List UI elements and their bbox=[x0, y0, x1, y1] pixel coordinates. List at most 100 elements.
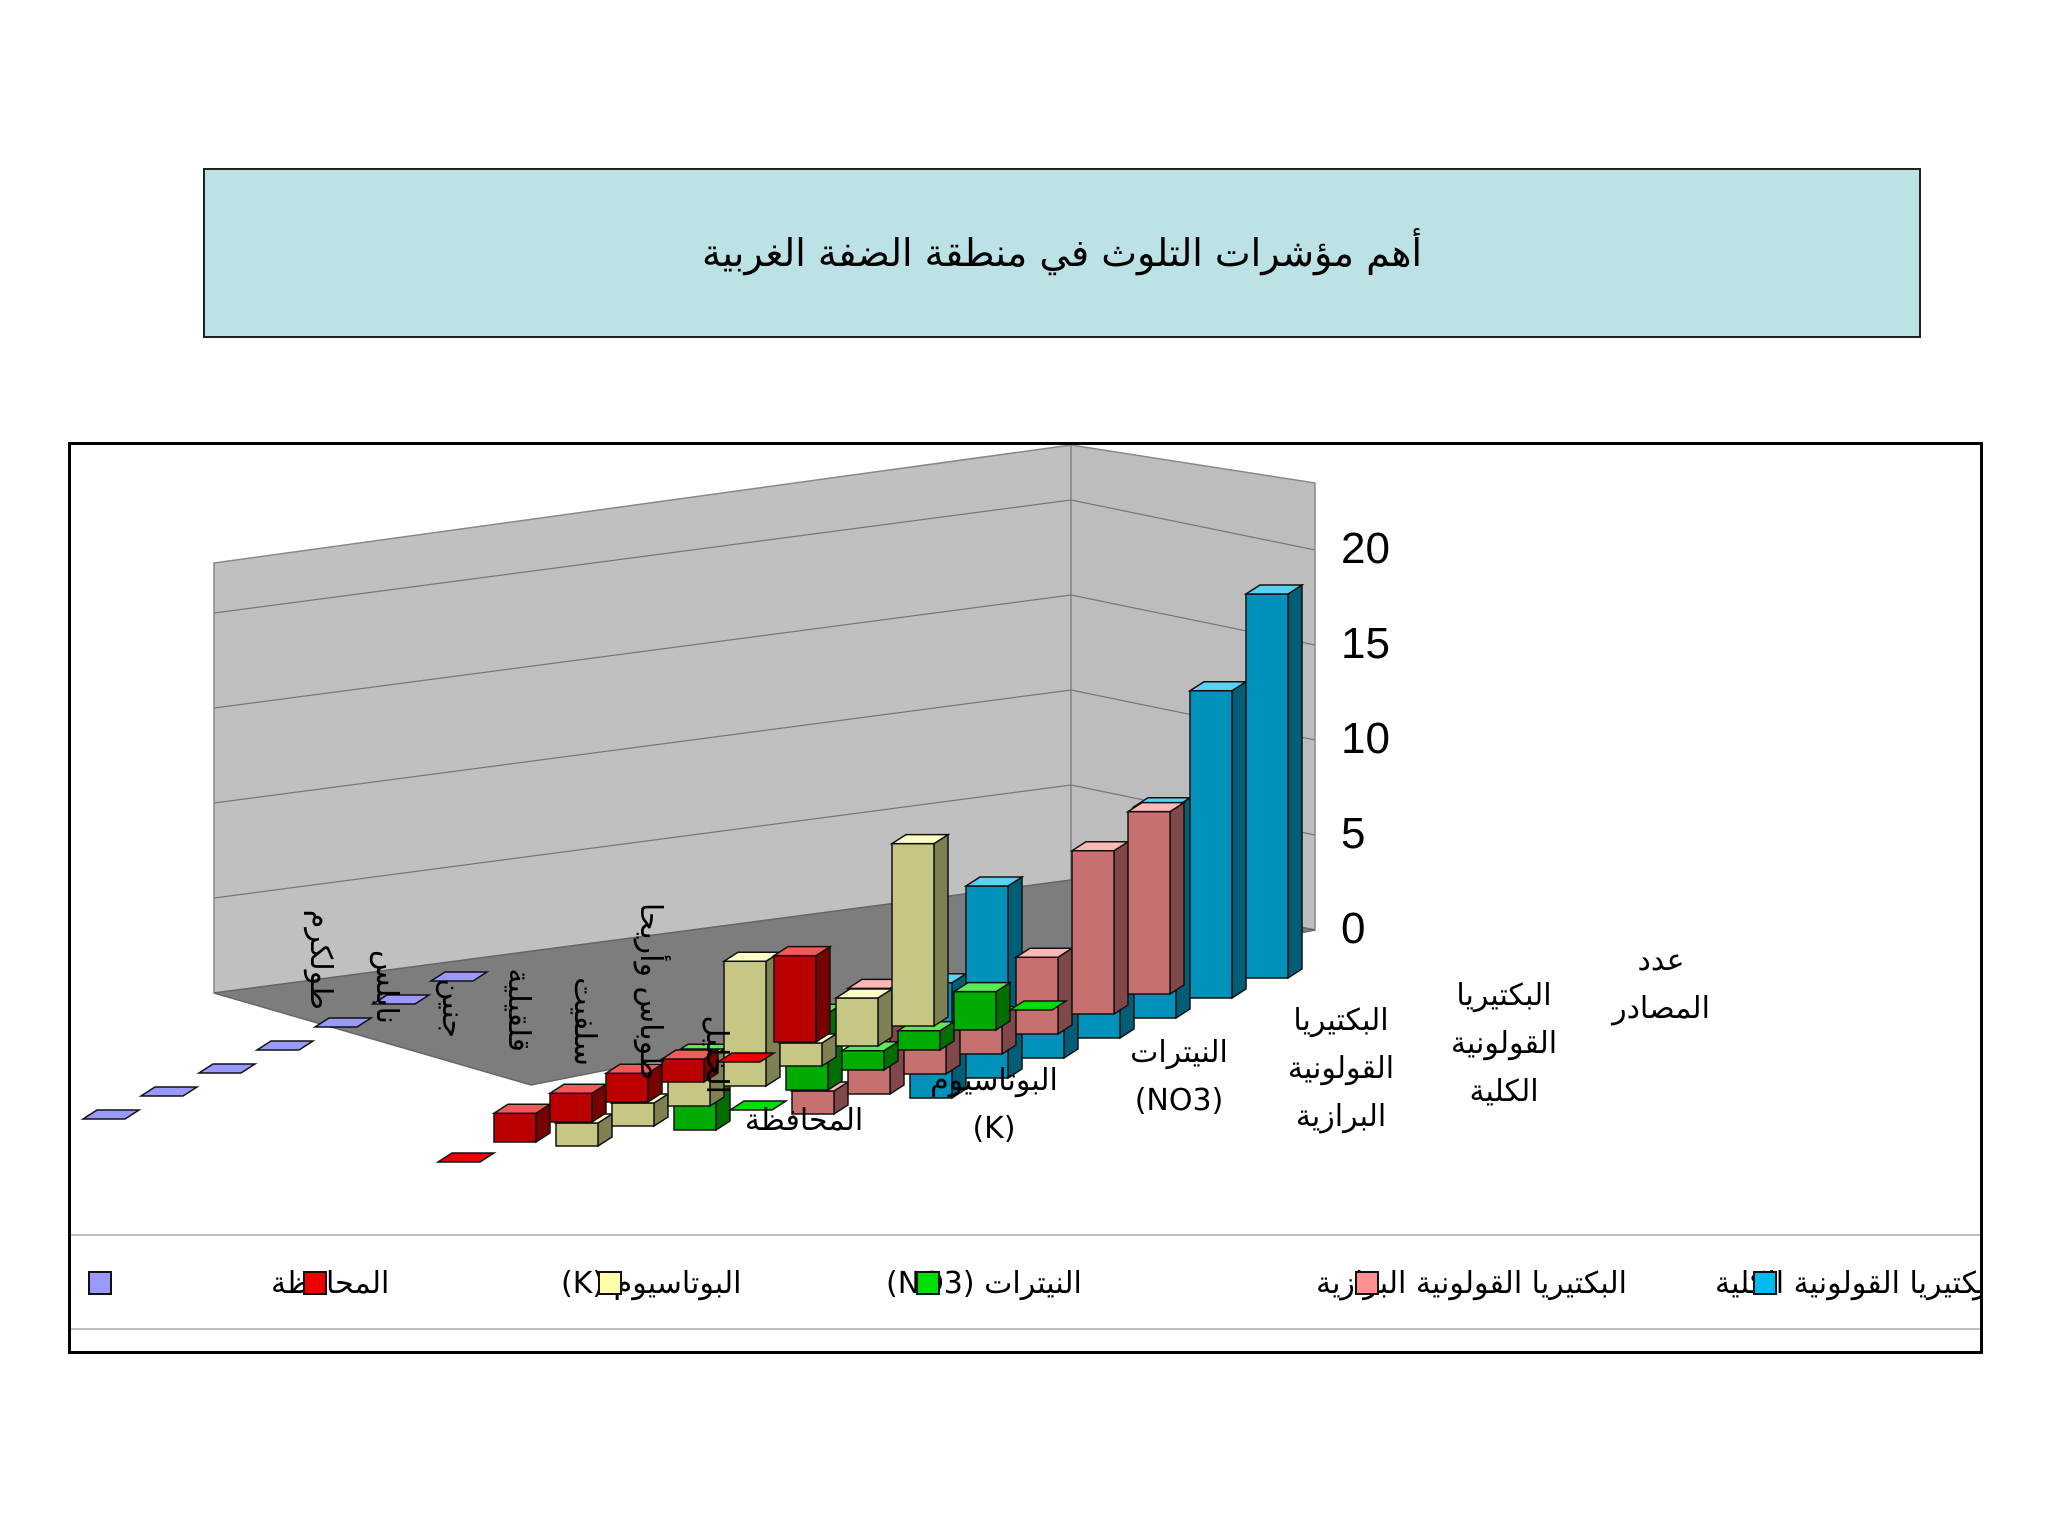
bar-front bbox=[493, 1112, 537, 1143]
x-axis-labels: المحافظة البوتاسيوم (K) النيترات (NO3) البكتي… bbox=[745, 943, 1710, 1146]
bar bbox=[1243, 583, 1305, 980]
category-label-line: البكتيريا bbox=[1293, 1003, 1388, 1038]
series-depth-label: نابلس bbox=[369, 950, 404, 1024]
bar-side bbox=[1113, 840, 1129, 1016]
gridline bbox=[213, 689, 1072, 804]
bar-top bbox=[435, 1152, 497, 1163]
bar-front bbox=[1015, 956, 1059, 1035]
bar-side bbox=[933, 833, 949, 1028]
chart-frame: 0 5 10 15 20 المحافظة البوتاسيوم (K) النيترات (N… bbox=[68, 442, 1983, 1354]
category-label-line: الكلية bbox=[1469, 1074, 1538, 1109]
gridline bbox=[213, 784, 1072, 899]
legend-swatch bbox=[303, 1271, 327, 1295]
category-label-line: البكتيريا bbox=[1456, 978, 1551, 1013]
legend-label: النيترات (NO3) bbox=[886, 1266, 1082, 1301]
bar bbox=[196, 1063, 258, 1074]
bar bbox=[435, 1152, 497, 1163]
slide-title: أهم مؤشرات التلوث في منطقة الضفة الغربية bbox=[701, 231, 1423, 275]
bar-side bbox=[815, 945, 831, 1044]
bar bbox=[1069, 840, 1131, 1016]
bar bbox=[547, 1082, 609, 1124]
legend-swatch bbox=[88, 1271, 112, 1295]
category-label: المحافظة bbox=[745, 1103, 863, 1138]
bar bbox=[1013, 946, 1075, 1036]
y-tick-label: 0 bbox=[1341, 904, 1365, 953]
chart-3d-columns: 0 5 10 15 20 المحافظة البوتاسيوم (K) النيترات (N… bbox=[71, 445, 1980, 1330]
y-tick-label: 15 bbox=[1341, 619, 1390, 668]
bar-top bbox=[889, 833, 951, 845]
bar-side bbox=[1057, 946, 1073, 1036]
legend-swatch bbox=[598, 1271, 622, 1295]
series-depth-label: سلفيت bbox=[567, 977, 602, 1066]
bar-side bbox=[877, 987, 893, 1048]
category-label: النيترات (NO3) bbox=[1130, 1035, 1228, 1118]
y-axis: 0 5 10 15 20 bbox=[1341, 524, 1390, 953]
category-label-line: القولونية bbox=[1288, 1051, 1394, 1086]
y-tick-label: 20 bbox=[1341, 524, 1390, 573]
bar-top bbox=[727, 1100, 789, 1111]
y-tick-label: 5 bbox=[1341, 809, 1365, 858]
category-label: البكتيريا القولونية الكلية bbox=[1451, 978, 1557, 1109]
category-label: البوتاسيوم (K) bbox=[930, 1063, 1058, 1146]
bar-top bbox=[428, 971, 490, 982]
bar-front bbox=[835, 997, 879, 1047]
bar-front bbox=[1127, 810, 1171, 995]
bar-side bbox=[1231, 680, 1247, 1000]
series-depth-label: جنين bbox=[435, 979, 470, 1039]
y-tick-label: 10 bbox=[1341, 714, 1390, 763]
bar-front bbox=[841, 1050, 885, 1071]
category-label-line: البرازية bbox=[1296, 1099, 1386, 1134]
bar bbox=[312, 1017, 374, 1028]
bar bbox=[833, 987, 895, 1048]
bar-top bbox=[196, 1063, 258, 1074]
category-label-line: (K) bbox=[972, 1111, 1015, 1146]
bar bbox=[1187, 680, 1249, 1000]
bar-front bbox=[549, 1092, 593, 1123]
bar-top bbox=[1243, 584, 1305, 595]
bar-top bbox=[963, 876, 1025, 887]
bar-front bbox=[891, 842, 935, 1027]
bar-side bbox=[1169, 801, 1185, 996]
bar bbox=[727, 1100, 789, 1111]
bar bbox=[603, 1062, 665, 1104]
legend-label: عدد المصادر bbox=[1971, 1266, 1980, 1301]
bar bbox=[659, 1048, 721, 1084]
category-label-line: (NO3) bbox=[1135, 1083, 1224, 1118]
bar bbox=[138, 1086, 200, 1097]
bar-top bbox=[1125, 801, 1187, 813]
bar-front bbox=[1071, 850, 1115, 1015]
bar-top bbox=[370, 994, 432, 1005]
bar bbox=[889, 833, 951, 1028]
bar-top bbox=[771, 945, 833, 957]
bar bbox=[771, 945, 833, 1044]
chart-legend: المحافظة البوتاسيوم (K) النيترات (NO3) البك… bbox=[71, 1234, 1980, 1330]
bar bbox=[491, 1102, 553, 1144]
chart-bars bbox=[80, 583, 1305, 1163]
category-label-line: المحافظة bbox=[745, 1103, 863, 1138]
category-label-line: المصادر bbox=[1610, 991, 1710, 1026]
bar-top bbox=[254, 1040, 316, 1051]
bar-front bbox=[953, 990, 997, 1031]
bar-top bbox=[312, 1017, 374, 1028]
category-label: البكتيريا القولونية البرازية bbox=[1288, 1003, 1394, 1134]
depth-axis-labels: طولكرم نابلس جنين قلقيلية سلفيت طوباس وأريحا ا… bbox=[303, 903, 734, 1094]
series-depth-label: طوباس وأريحا bbox=[633, 903, 672, 1080]
legend-label: البوتاسيوم (K) bbox=[561, 1266, 741, 1301]
bar-top bbox=[1007, 1000, 1069, 1011]
bar bbox=[254, 1040, 316, 1051]
bar-top bbox=[80, 1109, 142, 1120]
bar bbox=[1007, 1000, 1069, 1011]
category-label-line: عدد bbox=[1637, 943, 1684, 978]
legend-swatch bbox=[1355, 1271, 1379, 1295]
series-depth-label: الخليل bbox=[699, 1015, 734, 1094]
legend-swatch bbox=[1753, 1271, 1777, 1295]
category-label-line: النيترات bbox=[1130, 1035, 1228, 1070]
bar bbox=[428, 971, 490, 982]
bar-front bbox=[773, 954, 817, 1043]
title-box: أهم مؤشرات التلوث في منطقة الضفة الغربية bbox=[203, 168, 1921, 338]
gridline bbox=[213, 499, 1072, 614]
bar-front bbox=[897, 1030, 941, 1051]
bar-top bbox=[715, 1052, 777, 1063]
legend-swatch bbox=[916, 1271, 940, 1295]
bar-front bbox=[1245, 593, 1289, 979]
